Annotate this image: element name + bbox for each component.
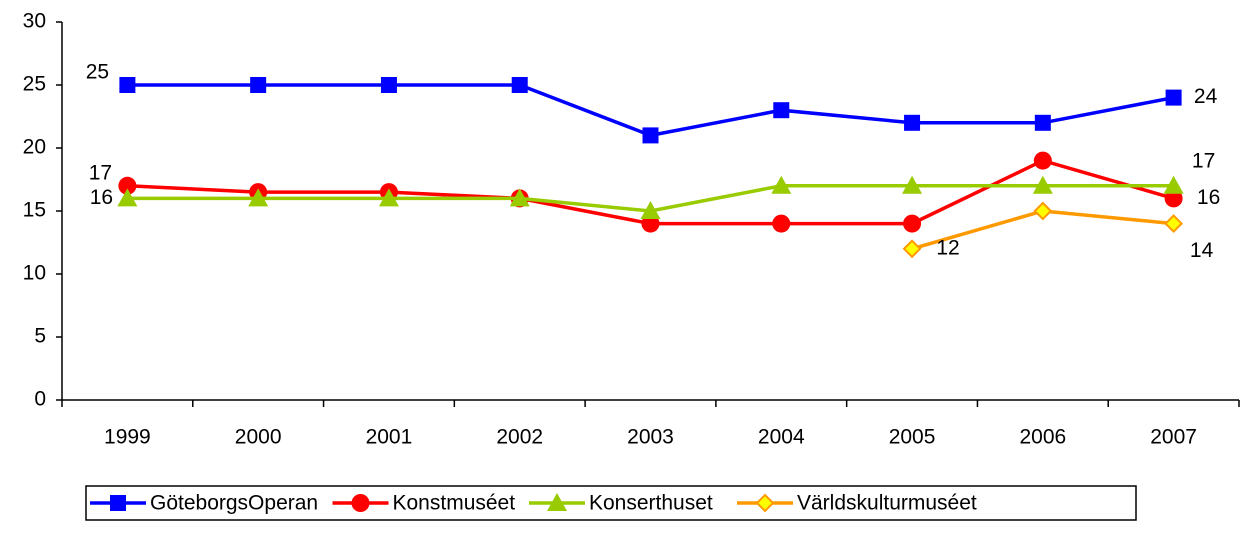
data-point xyxy=(117,188,138,207)
data-point xyxy=(640,201,661,219)
x-tick-label: 2000 xyxy=(235,426,282,449)
legend-marker xyxy=(547,493,567,511)
data-label: 24 xyxy=(1194,85,1218,108)
data-point xyxy=(902,239,922,259)
data-point xyxy=(511,77,528,93)
data-point xyxy=(773,102,790,119)
legend-label: Konserthuset xyxy=(589,492,713,515)
data-point xyxy=(904,114,921,131)
data-point xyxy=(1164,214,1184,234)
legend-label: GöteborgsOperan xyxy=(150,492,318,515)
data-label: 12 xyxy=(936,236,959,259)
data-label: 17 xyxy=(1192,149,1215,172)
x-tick-label: 1999 xyxy=(104,426,151,449)
data-point xyxy=(1033,201,1053,221)
data-label: 14 xyxy=(1190,239,1214,262)
x-tick-label: 2005 xyxy=(889,426,936,449)
data-point xyxy=(902,175,923,194)
x-tick-label: 2006 xyxy=(1019,426,1066,449)
legend-marker xyxy=(351,494,370,512)
x-tick-label: 2003 xyxy=(627,426,674,449)
data-point xyxy=(772,214,791,233)
y-tick-label: 5 xyxy=(34,325,46,348)
x-tick-label: 2007 xyxy=(1150,426,1197,449)
data-point xyxy=(641,214,660,233)
legend-label: Konstmuséet xyxy=(393,492,516,515)
x-tick-label: 2002 xyxy=(496,426,543,449)
data-point xyxy=(1032,175,1053,194)
data-point xyxy=(1163,175,1184,194)
data-point xyxy=(1033,151,1052,170)
legend-marker xyxy=(755,493,775,513)
data-point xyxy=(378,188,399,207)
x-tick-label: 2004 xyxy=(758,426,805,449)
data-point xyxy=(248,188,269,207)
legend-marker xyxy=(110,495,126,511)
y-tick-label: 20 xyxy=(23,136,46,159)
data-label: 25 xyxy=(86,61,109,84)
data-point xyxy=(380,77,397,93)
data-point xyxy=(1165,89,1182,106)
legend-label: Världskulturmuséet xyxy=(797,492,977,515)
y-tick-label: 30 xyxy=(23,10,46,33)
y-tick-label: 15 xyxy=(23,199,46,222)
x-tick-label: 2001 xyxy=(366,426,413,449)
data-point xyxy=(1034,114,1051,131)
data-point xyxy=(1164,189,1183,208)
legend-box xyxy=(85,485,1137,521)
data-label: 16 xyxy=(90,186,113,209)
data-point xyxy=(119,77,136,93)
data-label: 17 xyxy=(89,161,112,184)
data-point xyxy=(250,77,267,93)
data-point xyxy=(642,127,659,144)
data-point xyxy=(771,175,792,194)
data-point xyxy=(118,176,137,195)
data-label: 16 xyxy=(1197,186,1220,209)
data-point xyxy=(509,188,530,207)
y-tick-label: 10 xyxy=(23,262,46,285)
data-point xyxy=(903,214,922,233)
y-tick-label: 25 xyxy=(23,73,46,96)
y-tick-label: 0 xyxy=(34,388,46,411)
